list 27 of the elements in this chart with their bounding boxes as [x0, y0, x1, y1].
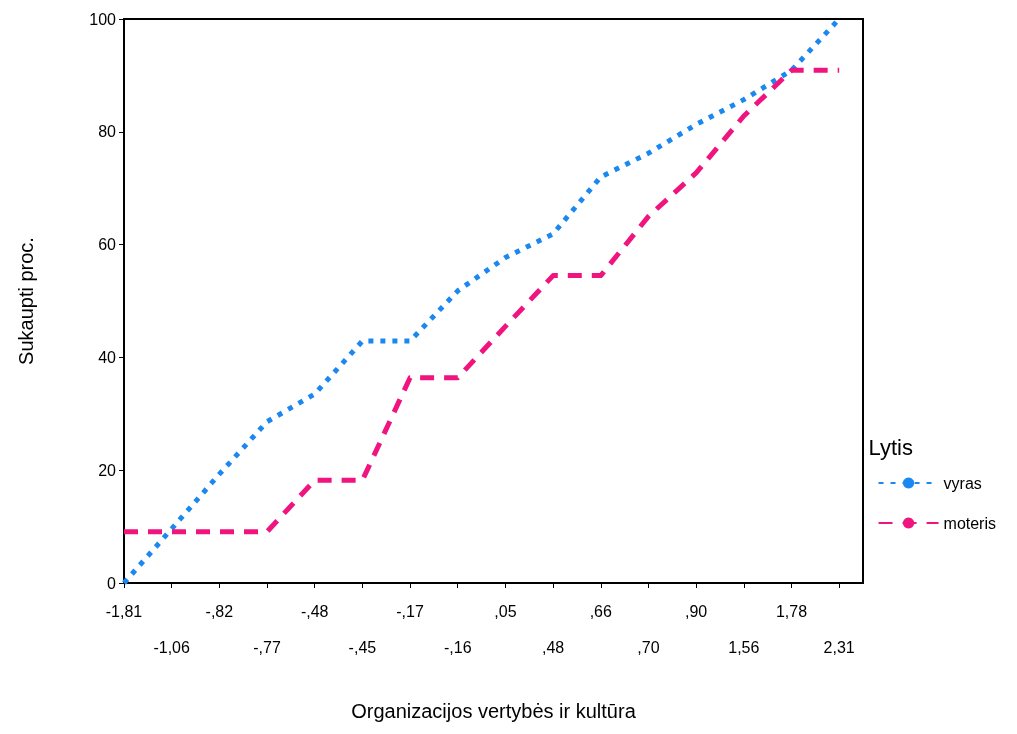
- x-tick-label: -,45: [348, 638, 377, 656]
- y-tick-label: 0: [107, 574, 117, 592]
- x-tick-label: ,05: [494, 602, 517, 620]
- legend-label: moteris: [943, 514, 996, 532]
- x-tick-label: 1,78: [775, 602, 808, 620]
- legend-title: Lytis: [868, 434, 913, 460]
- y-tick-label: 40: [98, 348, 117, 366]
- x-tick-label: ,90: [685, 602, 708, 620]
- x-tick-label: -1,81: [105, 602, 143, 620]
- x-tick-label: ,66: [589, 602, 612, 620]
- x-axis-title: Organizacijos vertybės ir kultūra: [351, 700, 637, 722]
- legend-label: vyras: [943, 474, 982, 492]
- y-tick-label: 20: [98, 461, 117, 479]
- x-tick-label: ,48: [541, 638, 565, 656]
- y-tick-label: 80: [98, 123, 117, 141]
- x-tick-label: -,17: [396, 602, 424, 620]
- x-tick-label: -,16: [443, 638, 472, 656]
- x-tick-label: ,70: [637, 638, 660, 656]
- x-tick-label: 2,31: [823, 638, 855, 656]
- x-tick-label: -1,06: [153, 638, 191, 656]
- y-axis-title: Sukaupti proc.: [15, 237, 37, 365]
- x-tick-label: -,77: [253, 638, 281, 656]
- x-tick-label: 1,56: [728, 638, 760, 656]
- y-tick-label: 100: [89, 10, 117, 28]
- x-tick-label: -,82: [205, 602, 234, 620]
- y-tick-label: 60: [98, 236, 117, 254]
- x-tick-label: -,48: [300, 602, 329, 620]
